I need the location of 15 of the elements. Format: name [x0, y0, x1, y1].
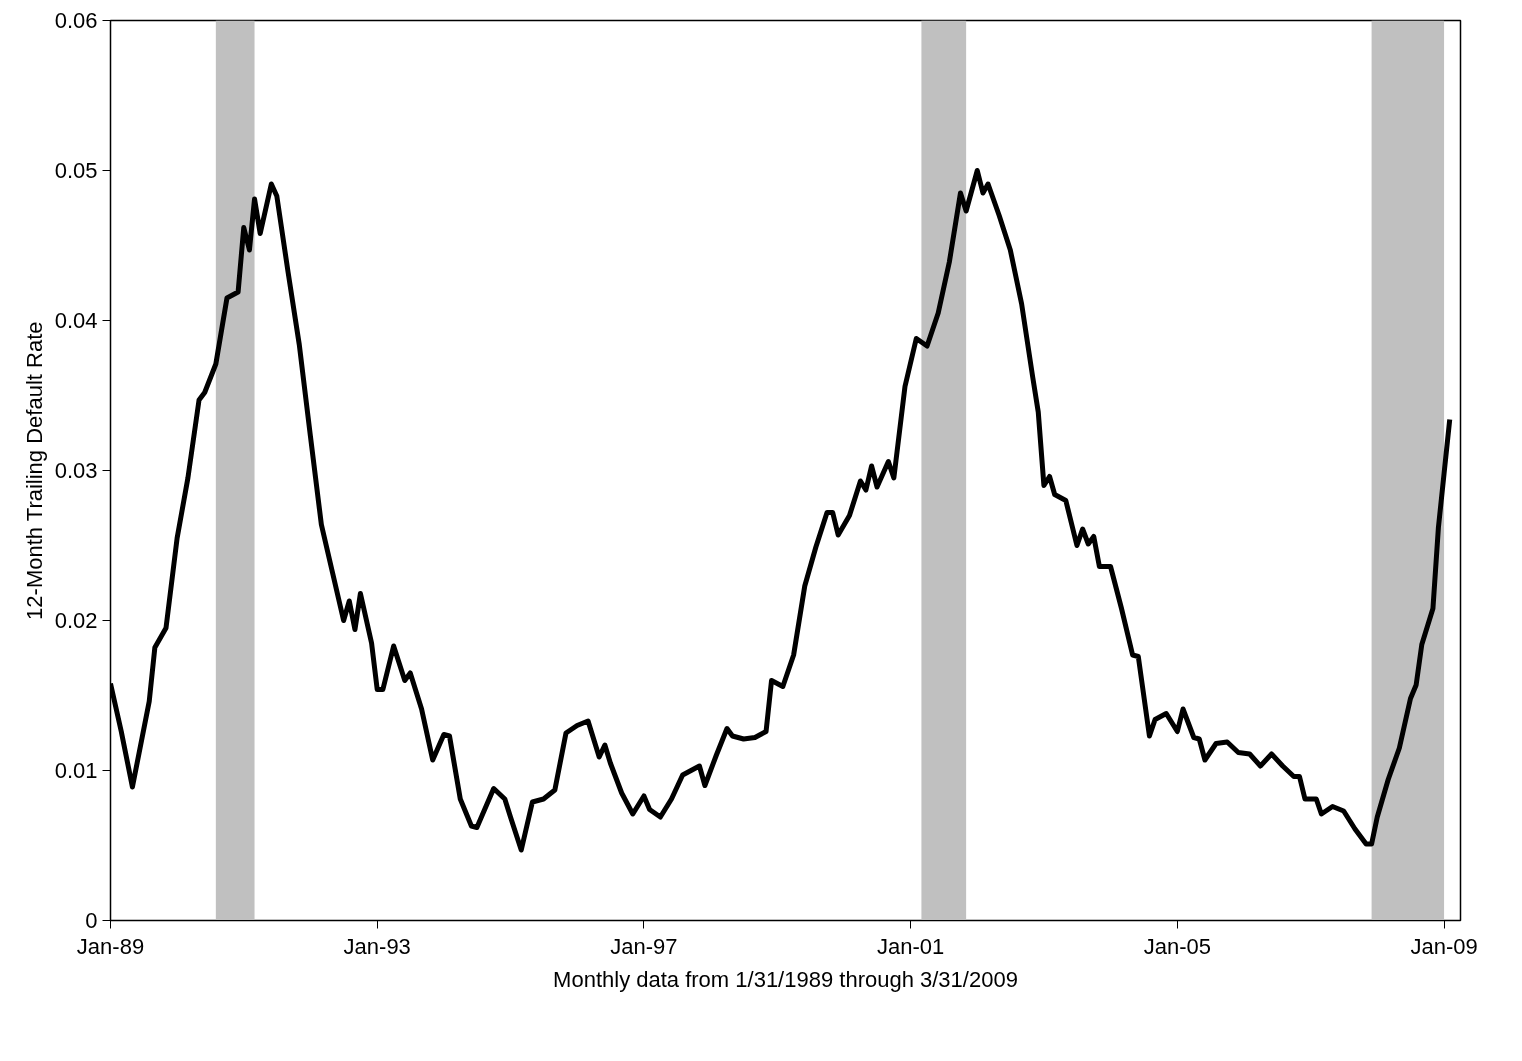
x-tick-label: Jan-01 [877, 933, 945, 959]
x-tick-label: Jan-89 [76, 933, 145, 959]
x-tick-label: Jan-93 [343, 933, 411, 959]
y-tick-label: 0.06 [54, 8, 98, 33]
x-tick-label: Jan-97 [610, 933, 678, 959]
y-tick-label: 0 [85, 908, 98, 933]
y-tick-label: 0.03 [54, 458, 98, 483]
x-tick-label: Jan-09 [1410, 933, 1478, 959]
x-axis-title: Monthly data from 1/31/1989 through 3/31/2009 [553, 966, 1018, 992]
y-tick-label: 0.04 [54, 308, 98, 333]
y-axis-title: 12-Month Trailing Default Rate [21, 321, 47, 620]
y-tick-label: 0.01 [54, 758, 98, 783]
y-tick-label: 0.02 [54, 608, 98, 633]
y-tick-label: 0.05 [54, 158, 98, 183]
x-tick-label: Jan-05 [1143, 933, 1211, 959]
